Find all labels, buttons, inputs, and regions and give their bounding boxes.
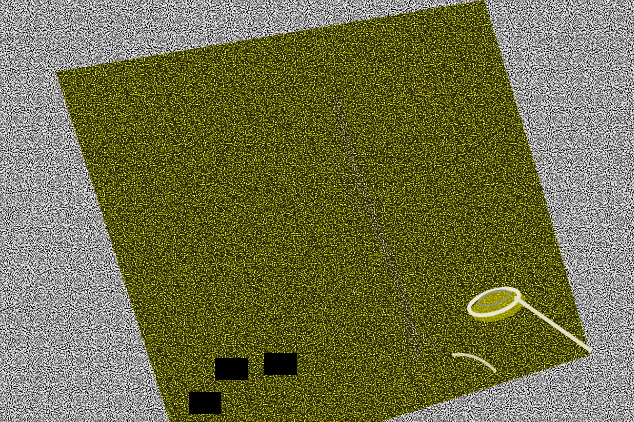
paperclip-wire (514, 296, 592, 352)
paperclip-wire-shadow (451, 352, 498, 374)
paperclip-inner-loop (477, 289, 511, 307)
redaction-box-2 (264, 353, 297, 375)
paperclip (451, 286, 592, 374)
redaction-box-1 (215, 358, 248, 380)
paperclip-loop (467, 286, 521, 318)
redaction-box-3 (189, 392, 221, 414)
